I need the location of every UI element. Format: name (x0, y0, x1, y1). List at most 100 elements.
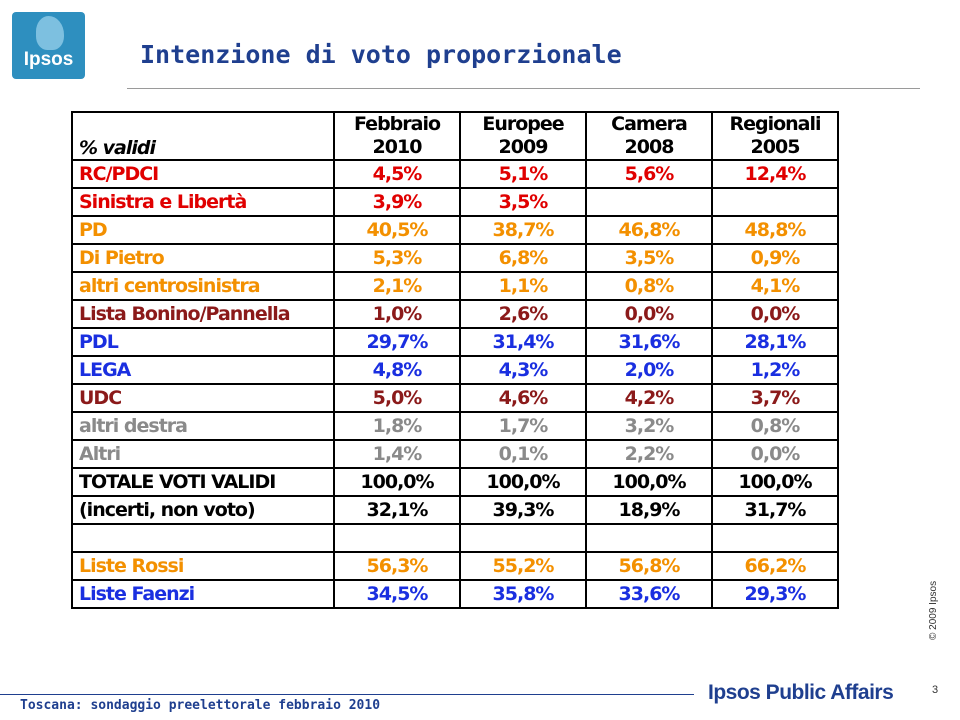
table-row: PDL 29,7% 31,4% 31,6% 28,1% (71, 327, 839, 357)
value-cell: 0,9% (711, 243, 839, 273)
row-label: Altri (71, 439, 335, 469)
copyright-note: © 2009 Ipsos (928, 580, 939, 640)
table-row: Di Pietro 5,3% 6,8% 3,5% 0,9% (71, 243, 839, 273)
value-cell (585, 187, 713, 217)
value-cell: 2,1% (333, 271, 461, 301)
value-cell: 4,3% (459, 355, 587, 385)
row-label: TOTALE VOTI VALIDI (71, 467, 335, 497)
value-cell: 4,8% (333, 355, 461, 385)
column-header-regionali-2005: Regionali 2005 (711, 111, 839, 161)
row-label: PDL (71, 327, 335, 357)
value-cell: 5,1% (459, 159, 587, 189)
table-row: TOTALE VOTI VALIDI 100,0% 100,0% 100,0% 100,… (71, 467, 839, 497)
value-cell: 12,4% (711, 159, 839, 189)
title-divider (127, 88, 920, 89)
value-cell: 0,8% (585, 271, 713, 301)
value-cell: 3,5% (585, 243, 713, 273)
value-cell: 46,8% (585, 215, 713, 245)
logo-text: Ipsos (23, 49, 74, 70)
row-label: PD (71, 215, 335, 245)
column-header-line2: 2010 (372, 136, 423, 158)
value-cell: 40,5% (333, 215, 461, 245)
table-row: altri centrosinistra 2,1% 1,1% 0,8% 4,1% (71, 271, 839, 301)
table-row: RC/PDCI 4,5% 5,1% 5,6% 12,4% (71, 159, 839, 189)
value-cell: 6,8% (459, 243, 587, 273)
value-cell: 3,7% (711, 383, 839, 413)
value-cell: 18,9% (585, 495, 713, 525)
empty-cell (71, 523, 335, 553)
row-label: altri destra (71, 411, 335, 441)
value-cell: 0,1% (459, 439, 587, 469)
value-cell: 31,4% (459, 327, 587, 357)
empty-cell (585, 523, 713, 553)
value-cell: 28,1% (711, 327, 839, 357)
value-cell: 1,4% (333, 439, 461, 469)
value-cell: 1,0% (333, 299, 461, 329)
header-label: % validi (71, 111, 335, 161)
table-row: altri destra 1,8% 1,7% 3,2% 0,8% (71, 411, 839, 441)
value-cell: 33,6% (585, 579, 713, 609)
value-cell: 5,3% (333, 243, 461, 273)
row-label: altri centrosinistra (71, 271, 335, 301)
table-row: Sinistra e Libertà 3,9% 3,5% (71, 187, 839, 217)
value-cell: 4,2% (585, 383, 713, 413)
value-cell: 100,0% (711, 467, 839, 497)
row-label: Sinistra e Libertà (71, 187, 335, 217)
table-row: LEGA 4,8% 4,3% 2,0% 1,2% (71, 355, 839, 385)
row-label: Liste Faenzi (71, 579, 335, 609)
page-title: Intenzione di voto proporzionale (140, 40, 622, 69)
value-cell: 3,9% (333, 187, 461, 217)
column-header-line1: Febbraio (353, 113, 441, 135)
value-cell: 1,8% (333, 411, 461, 441)
value-cell: 0,8% (711, 411, 839, 441)
value-cell: 66,2% (711, 551, 839, 581)
value-cell: 3,2% (585, 411, 713, 441)
value-cell: 31,7% (711, 495, 839, 525)
row-label: LEGA (71, 355, 335, 385)
table-row: Altri 1,4% 0,1% 2,2% 0,0% (71, 439, 839, 469)
value-cell: 3,5% (459, 187, 587, 217)
value-cell: 34,5% (333, 579, 461, 609)
table-row: (incerti, non voto) 32,1% 39,3% 18,9% 31,7% (71, 495, 839, 525)
table-row: UDC 5,0% 4,6% 4,2% 3,7% (71, 383, 839, 413)
value-cell (711, 187, 839, 217)
brand-name: Ipsos Public Affairs (708, 681, 894, 704)
value-cell: 39,3% (459, 495, 587, 525)
value-cell: 4,6% (459, 383, 587, 413)
column-header-line1: Europee (482, 113, 564, 135)
column-header-europee-2009: Europee 2009 (459, 111, 587, 161)
value-cell: 1,1% (459, 271, 587, 301)
row-label: Lista Bonino/Pannella (71, 299, 335, 329)
column-header-line1: Camera (611, 113, 688, 135)
spacer-row (71, 523, 839, 553)
value-cell: 48,8% (711, 215, 839, 245)
value-cell: 2,2% (585, 439, 713, 469)
value-cell: 2,6% (459, 299, 587, 329)
value-cell: 100,0% (333, 467, 461, 497)
row-label: Liste Rossi (71, 551, 335, 581)
column-header-camera-2008: Camera 2008 (585, 111, 713, 161)
value-cell: 4,1% (711, 271, 839, 301)
row-label: Di Pietro (71, 243, 335, 273)
table-header-row: % validi Febbraio 2010 Europee 2009 Came… (71, 111, 839, 161)
value-cell: 0,0% (711, 439, 839, 469)
ipsos-logo: Ipsos (12, 12, 85, 79)
empty-cell (459, 523, 587, 553)
table-row: PD 40,5% 38,7% 46,8% 48,8% (71, 215, 839, 245)
footer-divider (0, 694, 694, 695)
table-row: Liste Rossi 56,3% 55,2% 56,8% 66,2% (71, 551, 839, 581)
column-header-line2: 2009 (498, 136, 549, 158)
value-cell: 100,0% (585, 467, 713, 497)
value-cell: 38,7% (459, 215, 587, 245)
value-cell: 56,8% (585, 551, 713, 581)
value-cell: 29,3% (711, 579, 839, 609)
row-label: (incerti, non voto) (71, 495, 335, 525)
value-cell: 5,0% (333, 383, 461, 413)
empty-cell (333, 523, 461, 553)
value-cell: 0,0% (585, 299, 713, 329)
table-row: Liste Faenzi 34,5% 35,8% 33,6% 29,3% (71, 579, 839, 609)
value-cell: 29,7% (333, 327, 461, 357)
value-cell: 5,6% (585, 159, 713, 189)
page-number: 3 (932, 684, 939, 696)
column-header-line1: Regionali (729, 113, 821, 135)
